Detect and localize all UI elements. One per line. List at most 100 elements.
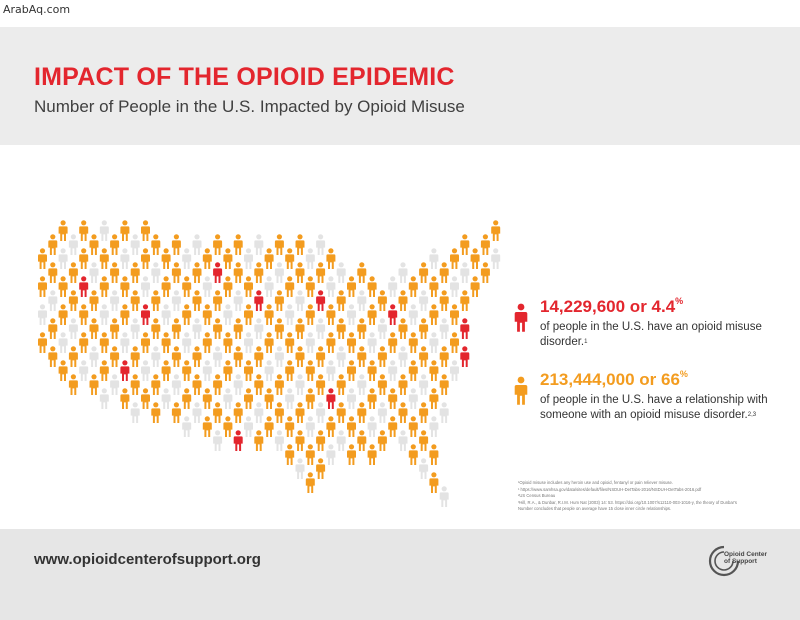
person-figure [223, 304, 233, 325]
person-figure [419, 458, 429, 479]
person-figure [213, 374, 223, 395]
person-figure [120, 304, 130, 325]
person-figure [68, 346, 78, 367]
person-figure [460, 234, 470, 255]
header-band: IMPACT OF THE OPIOID EPIDEMIC Number of … [0, 27, 800, 145]
person-figure [244, 248, 253, 269]
person-figure [305, 360, 315, 381]
person-figure [244, 304, 253, 325]
person-figure [264, 388, 274, 409]
person-figure [326, 360, 336, 381]
person-figure [213, 318, 223, 339]
person-figure [419, 346, 429, 367]
person-figure [79, 276, 89, 297]
person-figure [305, 416, 315, 437]
person-figure [388, 360, 398, 381]
person-figure [130, 318, 140, 339]
person-figure [254, 318, 264, 339]
person-figure [99, 220, 109, 241]
person-figure [305, 304, 315, 325]
person-figure [398, 346, 408, 367]
person-figure [141, 220, 150, 241]
person-figure [213, 346, 223, 367]
person-figure [48, 262, 58, 283]
person-figure [450, 360, 459, 381]
person-figure [326, 388, 336, 409]
person-figure [68, 262, 78, 283]
person-figure [192, 262, 202, 283]
person-figure [254, 262, 264, 283]
person-figure [233, 430, 243, 451]
person-figure [213, 430, 223, 451]
person-figure [233, 234, 243, 255]
person-figure [110, 374, 120, 395]
person-figure [305, 276, 315, 297]
person-figure [316, 374, 326, 395]
person-figure [326, 304, 336, 325]
person-figure [357, 290, 367, 311]
person-figure [480, 234, 490, 255]
person-figure [285, 416, 295, 437]
person-figure [377, 402, 387, 423]
person-figure [151, 318, 161, 339]
person-figure [336, 290, 346, 311]
person-figure [244, 360, 253, 381]
person-figure [120, 220, 130, 241]
person-figure [161, 360, 171, 381]
person-figure [367, 444, 377, 465]
person-figure [347, 388, 356, 409]
person-figure [151, 290, 161, 311]
person-figure [295, 458, 305, 479]
person-figure [357, 430, 367, 451]
person-figure [470, 276, 480, 297]
person-figure [316, 430, 326, 451]
person-figure [285, 248, 295, 269]
person-figure [110, 346, 120, 367]
person-figure [285, 360, 295, 381]
person-figure [182, 416, 192, 437]
person-figure [295, 234, 305, 255]
watermark: ArabAq.com [3, 3, 71, 16]
person-figure [274, 234, 284, 255]
person-figure [192, 346, 202, 367]
person-figure [316, 458, 326, 479]
person-figure [110, 262, 120, 283]
footnotes: ¹Opioid misuse includes any heroin use a… [518, 480, 800, 513]
person-figure [89, 234, 99, 255]
person-figure [99, 304, 109, 325]
person-figure [202, 276, 212, 297]
person-figure [89, 262, 99, 283]
person-figure [295, 318, 305, 339]
person-figure [58, 360, 68, 381]
person-figure [58, 220, 68, 241]
person-figure [68, 290, 78, 311]
person-figure [171, 402, 181, 423]
person-figure [439, 486, 449, 507]
person-figure [233, 374, 243, 395]
person-figure [254, 346, 264, 367]
person-figure [141, 360, 150, 381]
footer-url-link[interactable]: www.opioidcenterofsupport.org [34, 551, 261, 568]
person-figure [233, 318, 243, 339]
person-figure [99, 332, 109, 353]
person-figure [264, 360, 274, 381]
person-figure [274, 290, 284, 311]
person-figure [254, 290, 264, 311]
person-figure [316, 290, 326, 311]
person-figure [367, 388, 377, 409]
person-figure [120, 248, 130, 269]
person-figure [254, 402, 264, 423]
person-figure [429, 388, 439, 409]
person-figure [130, 234, 140, 255]
person-figure [357, 318, 367, 339]
person-figure [429, 416, 439, 437]
person-figure [388, 276, 398, 297]
person-figure [141, 332, 150, 353]
logo-ring-icon [708, 545, 740, 577]
person-figure [130, 262, 140, 283]
person-figure [347, 444, 356, 465]
person-figure [171, 290, 181, 311]
person-figure [254, 374, 264, 395]
person-figure [120, 332, 130, 353]
person-figure [202, 304, 212, 325]
